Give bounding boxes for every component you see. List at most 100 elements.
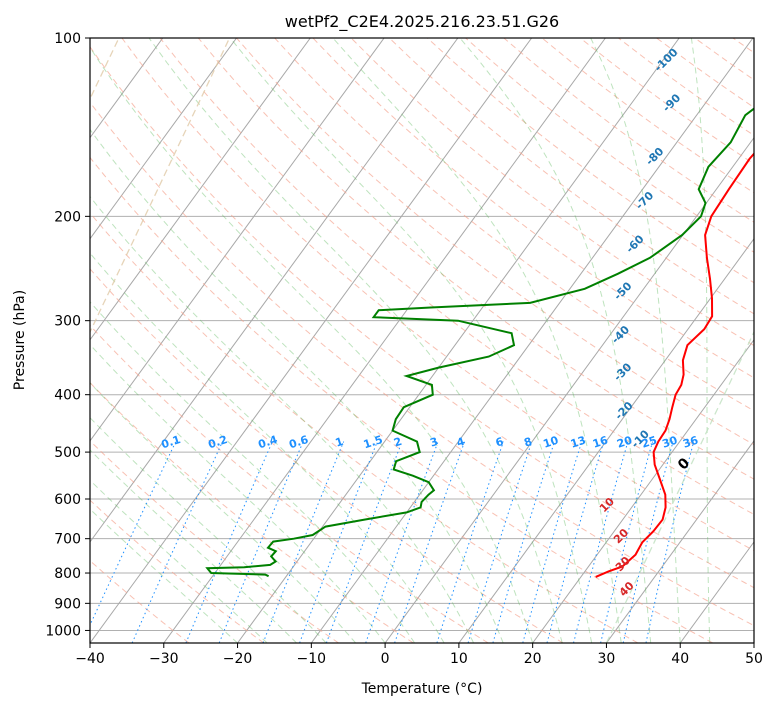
mixing-ratio-line: [394, 441, 466, 643]
y-tick-label: 100: [54, 31, 81, 47]
x-tick-label: −40: [75, 651, 105, 667]
reference-curve: [90, 38, 231, 334]
moist-adiabat-line: [90, 128, 504, 643]
mixing-ratio-label: 3: [428, 435, 439, 450]
isotherm-line: [753, 642, 754, 643]
mixing-ratio-label: 0.2: [207, 433, 230, 451]
dry-adiabat-line: [656, 38, 754, 109]
moist-adiabat-label: 30: [613, 554, 633, 574]
moist-adiabat-line: [90, 46, 534, 643]
moist-adiabat-label: 20: [611, 526, 631, 546]
temperature-profile-line: [595, 152, 754, 578]
dry-adiabat-label: -60: [623, 232, 646, 255]
dewpoint-profile-line: [205, 107, 754, 578]
dry-adiabat-line: [90, 268, 564, 643]
isotherm-line: [90, 38, 533, 643]
moist-adiabat-line: [148, 38, 563, 643]
mixing-ratio-line: [365, 441, 439, 643]
dry-adiabat-line: [579, 38, 754, 165]
x-tick-label: 50: [745, 651, 763, 667]
moist-adiabat-line: [90, 343, 386, 643]
dry-adiabat-line: [771, 38, 775, 643]
mixing-ratio-label: 0.4: [257, 433, 280, 451]
dry-adiabat-line: [90, 101, 754, 627]
dry-adiabat-line: [90, 382, 414, 643]
mixing-ratio-line: [218, 441, 304, 643]
moist-adiabat-line: [90, 449, 297, 643]
x-tick-label: −10: [297, 651, 327, 667]
y-tick-label: 900: [54, 596, 81, 612]
y-axis-ticks: 100 200 300 400 500 600 700 800 900 1000: [45, 31, 90, 639]
isotherm-line: [237, 38, 680, 643]
moist-adiabat-line: [90, 301, 416, 643]
dry-adiabat-line: [90, 212, 639, 643]
dry-adiabat-label: -90: [660, 91, 683, 114]
dry-adiabat-line: [427, 38, 754, 284]
mixing-ratio-label: 4: [455, 435, 467, 450]
moist-adiabat-line: [90, 382, 356, 643]
dry-adiabat-line: [388, 38, 754, 315]
curve-labels: -100-90-80-70-60-50-40-30-20-10010203040…: [160, 45, 700, 599]
dry-adiabat-line: [90, 559, 190, 643]
mixing-ratio-label: 1.5: [362, 433, 385, 451]
isotherm-line: [90, 38, 311, 341]
y-tick-label: 800: [54, 566, 81, 582]
mixing-ratio-label: 1: [334, 435, 345, 450]
mixing-ratio-label: 6: [494, 435, 506, 450]
background-lines: [90, 38, 775, 643]
mixing-ratio-line: [600, 441, 654, 643]
moist-adiabat-label: 10: [597, 495, 617, 515]
x-tick-label: 40: [671, 651, 689, 667]
dry-adiabat-line: [90, 324, 489, 643]
chart-title: wetPf2_C2E4.2025.216.23.51.G26: [285, 12, 559, 32]
dry-adiabat-line: [90, 156, 713, 643]
x-axis-ticks: −40 −30 −20 −10 0 10 20 30 40 50: [75, 643, 763, 667]
x-tick-label: 10: [450, 651, 468, 667]
isotherm-line: [606, 440, 754, 643]
dry-adiabat-label: -30: [611, 360, 634, 383]
x-axis-title: Temperature (°C): [361, 681, 483, 697]
x-tick-label: −20: [223, 651, 253, 667]
dry-adiabat-label: -20: [612, 399, 635, 422]
dry-adiabat-line: [541, 38, 754, 194]
mixing-ratio-label: 2: [392, 435, 403, 450]
dry-adiabat-line: [90, 45, 754, 589]
dry-adiabat-label: -70: [633, 189, 656, 212]
dry-adiabat-line: [350, 38, 754, 347]
dry-adiabat-label: -80: [643, 145, 666, 168]
moist-adiabat-line: [90, 508, 238, 643]
moist-adiabat-line: [229, 38, 593, 643]
mixing-ratio-line: [90, 441, 177, 627]
mixing-ratio-line: [131, 441, 223, 643]
dry-adiabat-line: [197, 38, 754, 480]
mixing-ratio-line: [522, 441, 583, 643]
isotherm-line: [90, 38, 385, 442]
mixing-ratio-label: 30: [660, 434, 679, 451]
dry-adiabat-line: [236, 38, 754, 446]
y-tick-label: 300: [54, 314, 81, 330]
mixing-ratio-line: [492, 441, 555, 643]
dry-adiabat-line: [121, 38, 754, 552]
dry-adiabat-label: 0: [675, 455, 693, 473]
mixing-ratio-label: 10: [542, 434, 561, 451]
moist-adiabat-line: [332, 38, 622, 643]
y-tick-label: 500: [54, 445, 81, 461]
mixing-ratio-line: [325, 441, 403, 643]
mixing-ratio-line: [262, 441, 345, 643]
dry-adiabat-line: [312, 38, 754, 379]
y-tick-label: 1000: [45, 623, 81, 639]
dry-adiabat-label: -100: [652, 45, 681, 74]
mixing-ratio-label: 0.6: [287, 433, 310, 451]
isotherm-line: [458, 237, 754, 643]
mixing-ratio-label: 20: [615, 434, 634, 451]
x-tick-label: 0: [381, 651, 390, 667]
plot-frame: [89, 37, 755, 644]
isotherm-line: [90, 38, 237, 240]
y-tick-label: 700: [54, 532, 81, 548]
x-tick-label: −30: [149, 651, 179, 667]
isotherm-line: [163, 38, 606, 643]
moist-adiabat-label: 40: [617, 579, 637, 599]
moist-adiabat-line: [590, 38, 681, 643]
moist-adiabat-line: [90, 417, 327, 643]
